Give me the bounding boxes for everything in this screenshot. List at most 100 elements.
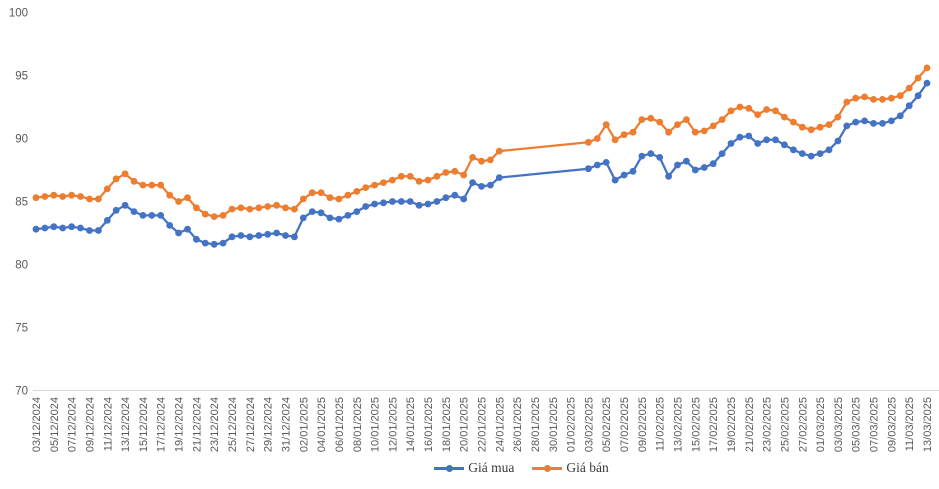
gi-mua-marker bbox=[469, 179, 476, 187]
y-axis-tick-label: 85 bbox=[15, 197, 28, 209]
gi-mua-marker bbox=[647, 150, 655, 158]
gi-mua-marker bbox=[41, 224, 49, 232]
gi-b-n-marker bbox=[451, 167, 459, 175]
gi-b-n-marker bbox=[763, 106, 770, 113]
gi-mua-marker bbox=[264, 230, 272, 238]
gi-b-n-marker bbox=[879, 96, 886, 103]
x-axis-tick-label: 16/01/2025 bbox=[423, 397, 435, 452]
gi-b-n-marker bbox=[495, 147, 503, 155]
gi-b-n-marker bbox=[691, 128, 699, 136]
gia-ban-line-marker-icon bbox=[532, 464, 563, 472]
x-axis-tick-label: 11/02/2025 bbox=[655, 397, 667, 451]
gi-mua-marker bbox=[700, 164, 708, 171]
x-axis-tick-label: 25/12/2024 bbox=[227, 397, 239, 452]
legend-item-gia-ban: Giá bán bbox=[532, 461, 609, 476]
gi-b-n-marker bbox=[487, 156, 494, 164]
gi-b-n-marker bbox=[647, 114, 655, 122]
x-axis-tick-label: 30/01/2025 bbox=[548, 397, 560, 452]
gi-mua-marker bbox=[255, 232, 263, 239]
x-axis-tick-label: 05/03/2025 bbox=[851, 397, 863, 452]
gi-mua-marker bbox=[478, 183, 485, 190]
gi-mua-marker bbox=[870, 120, 877, 127]
gi-mua-marker bbox=[148, 212, 156, 219]
gi-b-n-marker bbox=[825, 121, 833, 128]
gi-b-n-marker bbox=[362, 184, 370, 192]
x-axis-tick-label: 21/02/2025 bbox=[744, 397, 756, 452]
x-axis-tick-label: 06/01/2025 bbox=[334, 397, 346, 452]
x-axis-tick-label: 03/12/2024 bbox=[31, 397, 43, 452]
gi-b-n-marker bbox=[219, 212, 227, 219]
gi-mua-marker bbox=[433, 198, 441, 205]
gi-mua-marker bbox=[861, 117, 868, 125]
gi-b-n-marker bbox=[781, 113, 788, 121]
gi-mua-marker bbox=[487, 181, 494, 189]
x-axis-tick-label: 19/02/2025 bbox=[726, 397, 738, 452]
gi-b-n-marker bbox=[861, 93, 868, 101]
gi-b-n-marker bbox=[629, 128, 637, 136]
x-axis-tick-label: 10/01/2025 bbox=[370, 397, 382, 452]
gi-b-n-marker bbox=[406, 172, 414, 180]
gi-mua-marker bbox=[593, 161, 601, 169]
x-axis-tick-label: 19/12/2024 bbox=[174, 397, 186, 452]
gi-b-n-marker bbox=[442, 169, 450, 176]
x-axis-tick-label: 26/01/2025 bbox=[512, 397, 524, 452]
x-axis-tick-label: 01/03/2025 bbox=[815, 397, 827, 452]
x-axis-tick-label: 11/03/2025 bbox=[904, 397, 916, 451]
gi-b-n-marker bbox=[674, 121, 681, 128]
gi-mua-marker bbox=[451, 191, 459, 199]
x-axis-tick-label: 21/12/2024 bbox=[191, 397, 203, 452]
gi-mua-marker bbox=[825, 146, 833, 154]
gi-mua-marker bbox=[834, 137, 842, 145]
gi-mua-marker bbox=[139, 212, 147, 219]
gi-mua-marker bbox=[86, 227, 93, 234]
legend-item-gia-mua: Giá mua bbox=[434, 461, 514, 476]
gi-mua-marker bbox=[683, 157, 690, 165]
gi-mua-marker bbox=[308, 208, 316, 216]
gi-b-n-marker bbox=[602, 121, 610, 128]
gi-b-n-marker bbox=[353, 188, 361, 195]
gi-b-n-marker bbox=[228, 205, 236, 213]
gi-b-n-marker bbox=[754, 111, 762, 118]
gi-b-n-marker bbox=[32, 194, 40, 202]
gi-b-n-marker bbox=[790, 118, 797, 126]
gi-mua-marker bbox=[727, 140, 735, 147]
gi-mua-marker bbox=[807, 152, 815, 160]
x-axis-tick-label: 28/01/2025 bbox=[530, 397, 542, 452]
x-axis-tick-label: 11/12/2024 bbox=[102, 397, 114, 451]
gi-b-n-marker bbox=[585, 138, 592, 146]
gi-mua-marker bbox=[389, 198, 396, 205]
gi-b-n-marker bbox=[593, 135, 601, 142]
gia-mua-line-marker-icon bbox=[434, 464, 465, 472]
gi-mua-marker bbox=[184, 225, 191, 233]
x-axis-tick-label: 07/12/2024 bbox=[67, 397, 79, 452]
gi-mua-marker bbox=[754, 140, 762, 147]
gi-b-n-marker bbox=[665, 128, 672, 136]
y-axis-tick-label: 80 bbox=[15, 260, 28, 272]
gi-mua-marker bbox=[745, 132, 753, 140]
gi-mua-marker bbox=[32, 225, 40, 233]
x-axis-tick-label: 27/02/2025 bbox=[797, 397, 809, 452]
gi-mua-marker bbox=[175, 229, 183, 237]
x-axis-tick-label: 05/02/2025 bbox=[601, 397, 613, 452]
gi-b-n-marker bbox=[923, 64, 931, 72]
gi-mua-marker bbox=[210, 240, 218, 248]
gi-b-n-marker bbox=[344, 191, 352, 199]
gi-b-n-marker bbox=[299, 195, 307, 203]
gi-mua-marker bbox=[282, 232, 289, 239]
gi-mua-marker bbox=[103, 217, 111, 224]
gi-mua-marker bbox=[326, 214, 334, 222]
x-axis-tick-label: 22/01/2025 bbox=[477, 397, 489, 452]
gi-b-n-marker bbox=[380, 179, 387, 187]
chart-legend: Giá mua Giá bán bbox=[0, 461, 939, 476]
gi-b-n-marker bbox=[308, 189, 316, 197]
gi-mua-marker bbox=[397, 198, 405, 205]
gi-mua-marker bbox=[130, 208, 138, 216]
gi-b-n-marker bbox=[683, 116, 690, 123]
gi-b-n-marker bbox=[905, 84, 913, 92]
gi-mua-marker bbox=[665, 172, 672, 180]
x-axis-tick-label: 25/02/2025 bbox=[779, 397, 791, 452]
gi-mua-marker bbox=[353, 208, 361, 216]
gi-b-n-marker bbox=[68, 191, 75, 199]
gi-b-n-marker bbox=[896, 92, 904, 100]
